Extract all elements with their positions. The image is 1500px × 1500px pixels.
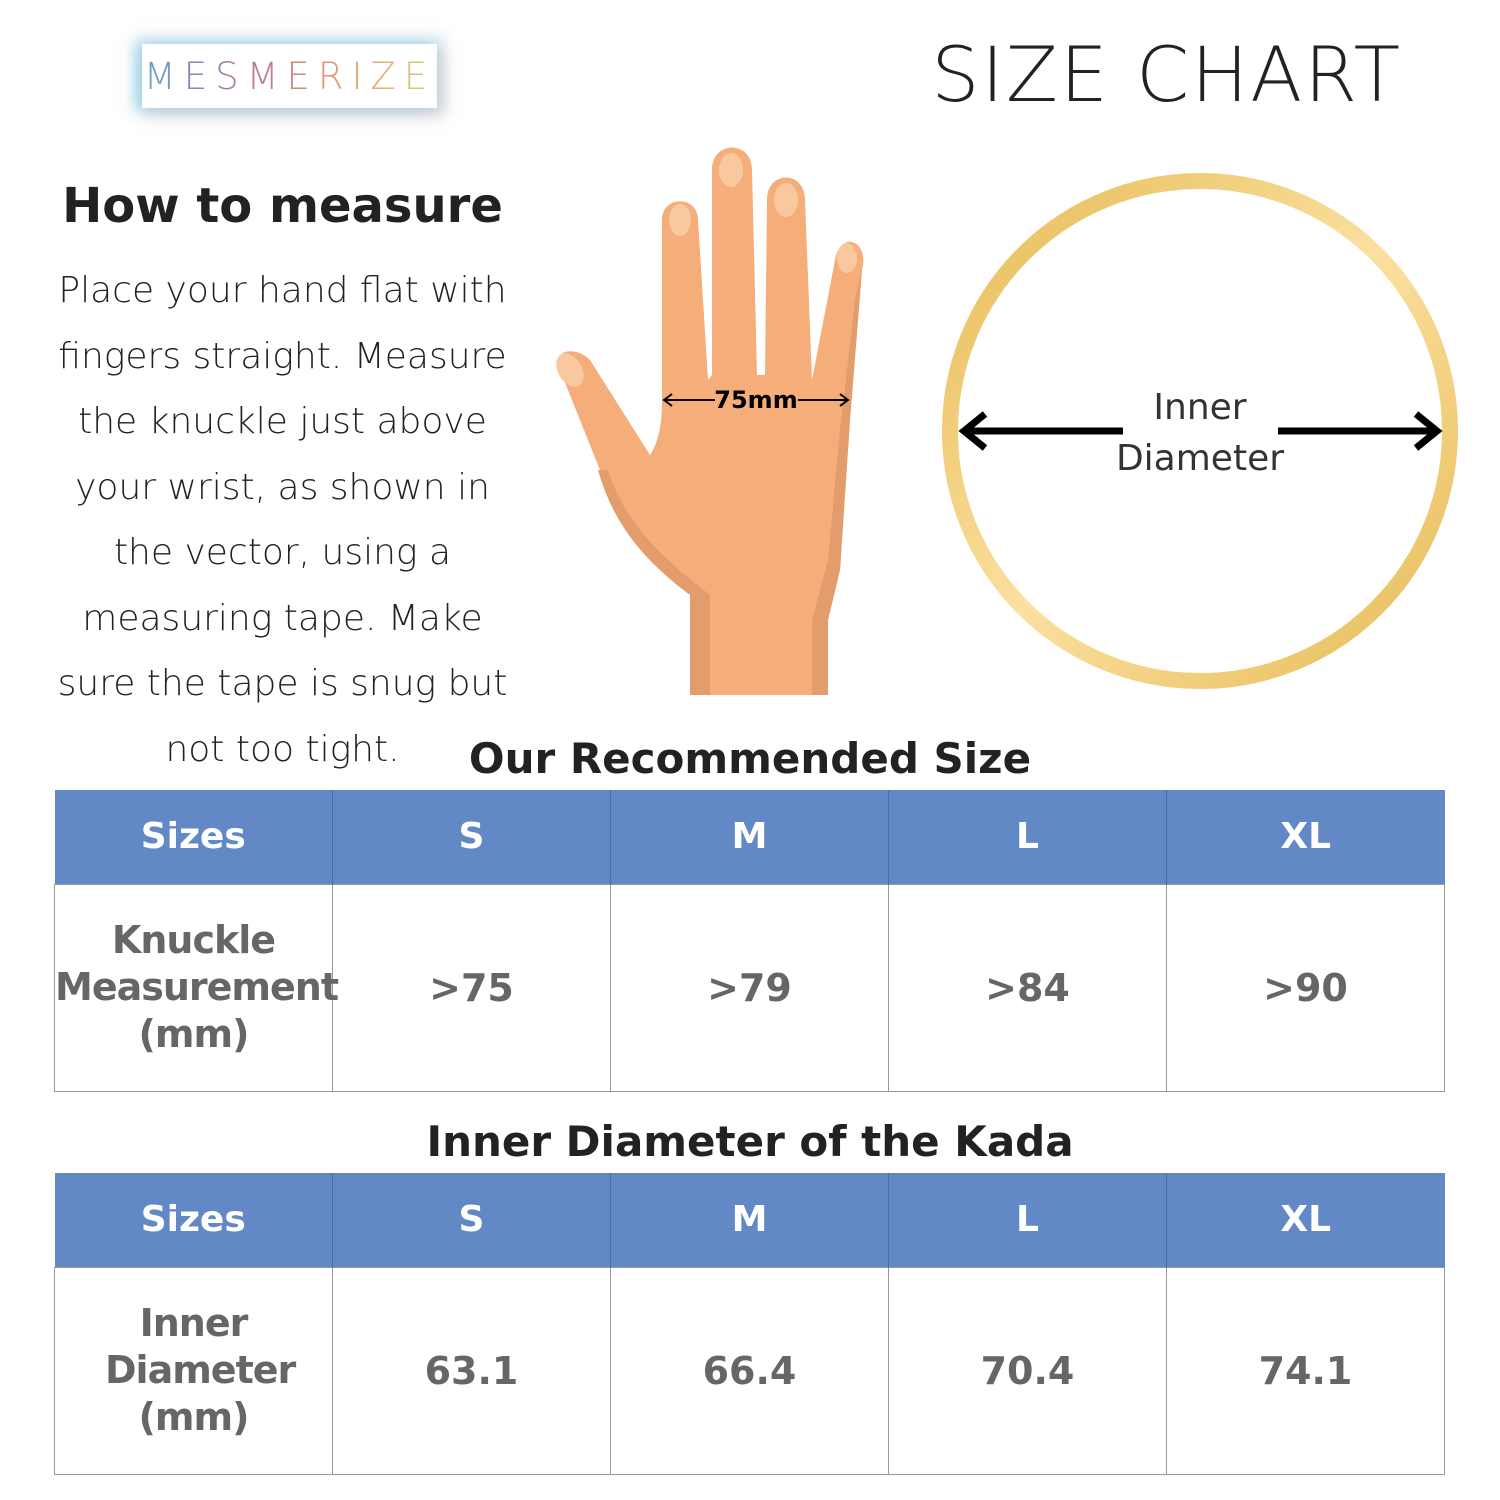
illustrations: 75mm Inner Diameter (556, 147, 1458, 695)
hand-illustration: 75mm (556, 147, 864, 695)
header-cell: XL (1166, 1173, 1445, 1267)
header-cell: L (888, 1173, 1167, 1267)
table-row: Knuckle Measurement (mm) >75 >79 >84 >90 (54, 883, 1445, 1092)
row-label: Knuckle Measurement (mm) (54, 883, 339, 1092)
value-cell: >90 (1166, 883, 1445, 1092)
header-cell: Sizes (54, 1173, 333, 1267)
value-cell: 70.4 (888, 1266, 1167, 1475)
how-to-text: Place your hand flat with fingers straig… (57, 270, 508, 770)
table-header-row: Sizes S M L XL (54, 790, 1445, 884)
table1-title: Our Recommended Size (468, 734, 1032, 783)
header-cell: M (610, 790, 889, 884)
value-cell: >79 (610, 883, 889, 1092)
page-title: SIZE CHART (931, 30, 1402, 119)
table-row: Inner Diameter (mm) 63.1 66.4 70.4 74.1 (54, 1266, 1445, 1475)
header-cell: S (332, 790, 611, 884)
inner-label: Inner (1153, 387, 1246, 428)
value-cell: 66.4 (610, 1266, 889, 1475)
value-cell: >84 (888, 883, 1167, 1092)
value-cell: >75 (332, 883, 611, 1092)
table2-title: Inner Diameter of the Kada (426, 1117, 1074, 1166)
value-cell: 63.1 (332, 1266, 611, 1475)
brand-logo: MESMERIZE (142, 44, 437, 108)
how-to-heading: How to measure (62, 178, 503, 234)
hand-measurement-label: 75mm (714, 386, 797, 414)
header-cell: XL (1166, 790, 1445, 884)
diameter-label: Diameter (1116, 438, 1284, 479)
table-header-row: Sizes S M L XL (54, 1173, 1445, 1267)
header-cell: S (332, 1173, 611, 1267)
value-cell: 74.1 (1166, 1266, 1445, 1475)
bangle-illustration: Inner Diameter (942, 173, 1458, 689)
recommended-size-table: Sizes S M L XL Knuckle Measurement (mm) … (54, 790, 1445, 1092)
header-cell: Sizes (54, 790, 333, 884)
header-cell: L (888, 790, 1167, 884)
header-cell: M (610, 1173, 889, 1267)
inner-diameter-table: Sizes S M L XL Inner Diameter (mm) 63.1 … (54, 1173, 1445, 1475)
brand-name: MESMERIZE (143, 54, 436, 98)
row-label: Inner Diameter (mm) (54, 1266, 333, 1475)
